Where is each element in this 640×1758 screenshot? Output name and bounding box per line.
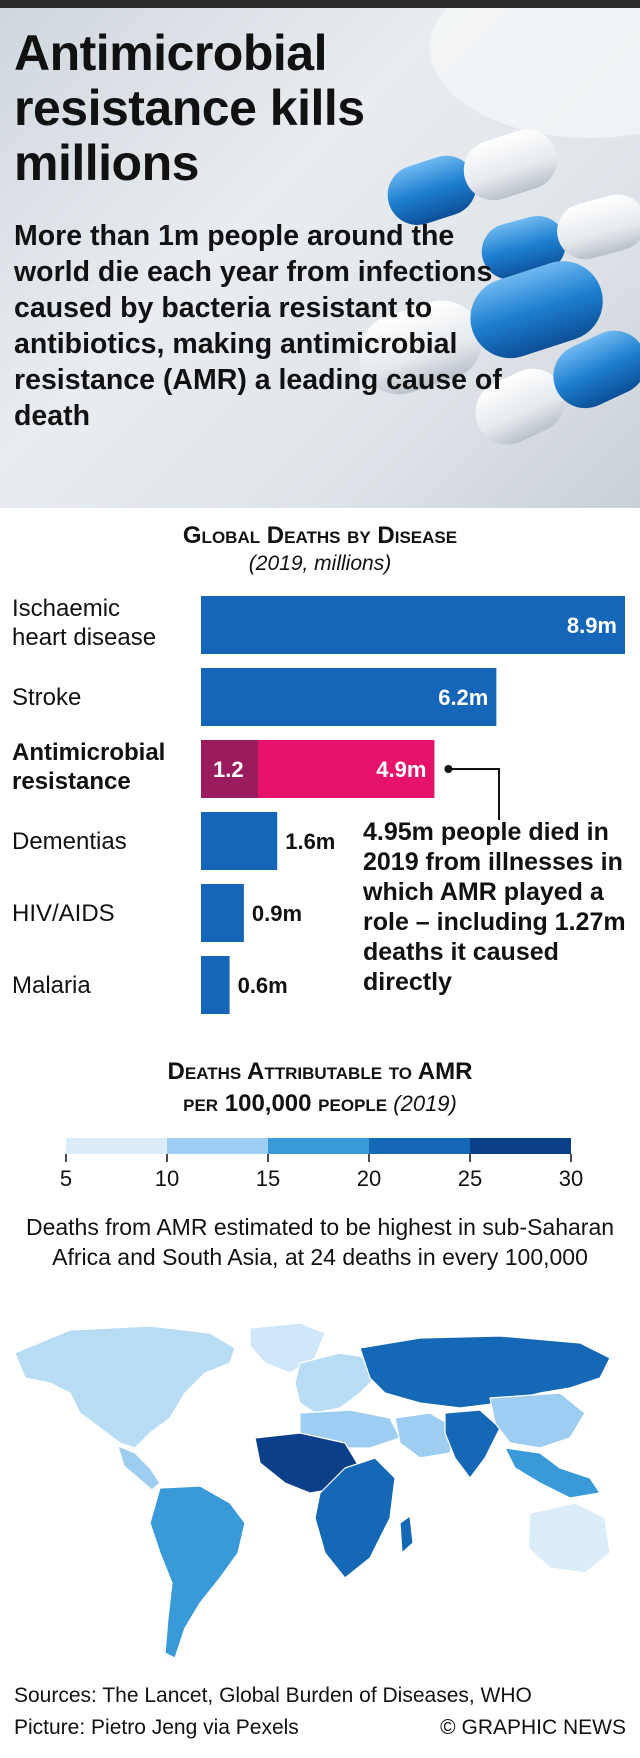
bar-category-label-1: Stroke (12, 684, 81, 711)
picture-credit: Picture: Pietro Jeng via Pexels (14, 1716, 299, 1739)
amr-annotation: 4.95m people died in 2019 from illnesses… (363, 818, 626, 996)
map-middle-east (394, 1412, 456, 1459)
map-south-asia (444, 1409, 501, 1479)
bar-chart-subtitle: (2019, millions) (248, 552, 392, 575)
map-central-america (117, 1445, 161, 1491)
legend-tick-label-3: 20 (357, 1166, 381, 1191)
bar-value-label-1: 6.2m (438, 685, 488, 710)
bar-category-label-0: heart disease (12, 624, 156, 651)
page-title: Antimicrobial resistance kills millions (14, 25, 365, 191)
map-title-line2: per 100,000 people (2019) (183, 1090, 457, 1117)
map-note: Deaths from AMR estimated to be highest … (25, 1214, 615, 1270)
world-map (14, 1322, 611, 1659)
bar-category-label-5: Malaria (12, 972, 91, 999)
map-europe (294, 1352, 376, 1414)
legend-tick-label-0: 5 (60, 1166, 72, 1191)
map-russia-central-asia (359, 1335, 611, 1409)
map-south-america (149, 1485, 246, 1659)
bar-category-label-2: Antimicrobial (12, 739, 165, 766)
bar-1 (201, 668, 497, 726)
graphic-news-credit: © GRAPHIC NEWS (440, 1716, 626, 1739)
bar-value-label-5: 0.6m (238, 973, 288, 998)
legend-tick-label-4: 25 (458, 1166, 482, 1191)
legend-tick-label-5: 30 (559, 1166, 583, 1191)
bar-category-label-3: Dementias (12, 828, 127, 855)
map-title-line1: Deaths Attributable to AMR (167, 1058, 473, 1085)
top-rule (0, 0, 640, 8)
bar-value-label-3: 1.6m (285, 829, 335, 854)
map-title-year: (2019) (393, 1091, 457, 1116)
capsule-photo (359, 8, 640, 445)
map-east-asia (489, 1392, 586, 1449)
bar-category-label-2: resistance (12, 768, 131, 795)
bar-amr-direct (201, 740, 259, 798)
bar-value-label-4: 0.9m (252, 901, 302, 926)
sources-text: Sources: The Lancet, Global Burden of Di… (14, 1684, 532, 1707)
bar-value-label-2: 4.9m (376, 757, 426, 782)
bar-3 (201, 812, 278, 870)
legend-swatch-2 (268, 1138, 369, 1154)
bar-4 (201, 884, 244, 942)
map-madagascar (399, 1515, 414, 1554)
legend-swatch-0 (66, 1138, 167, 1154)
bar-value-label-0: 8.9m (567, 613, 617, 638)
page-subtitle: More than 1m people around the world die… (14, 220, 502, 432)
color-scale-legend: 5 10 15 20 25 30 (60, 1138, 583, 1191)
bar-category-label-4: HIV/AIDS (12, 900, 115, 927)
legend-swatch-1 (167, 1138, 268, 1154)
bar-5 (201, 956, 230, 1014)
bar-category-label-0: Ischaemic (12, 595, 120, 622)
legend-tick-label-1: 10 (155, 1166, 179, 1191)
map-southeast-asia (504, 1447, 601, 1499)
map-australia (527, 1502, 611, 1574)
legend-swatch-3 (369, 1138, 470, 1154)
annotation-leader (448, 768, 500, 820)
bar-amr-direct-label: 1.2 (213, 757, 244, 782)
bar-chart-title: Global Deaths by Disease (182, 522, 458, 549)
legend-swatch-4 (470, 1138, 571, 1154)
bar-0 (201, 596, 625, 654)
hero-panel: Antimicrobial resistance kills millions … (0, 8, 640, 508)
map-north-america (14, 1325, 236, 1449)
legend-tick-label-2: 15 (256, 1166, 280, 1191)
map-east-southern-africa (314, 1457, 396, 1579)
